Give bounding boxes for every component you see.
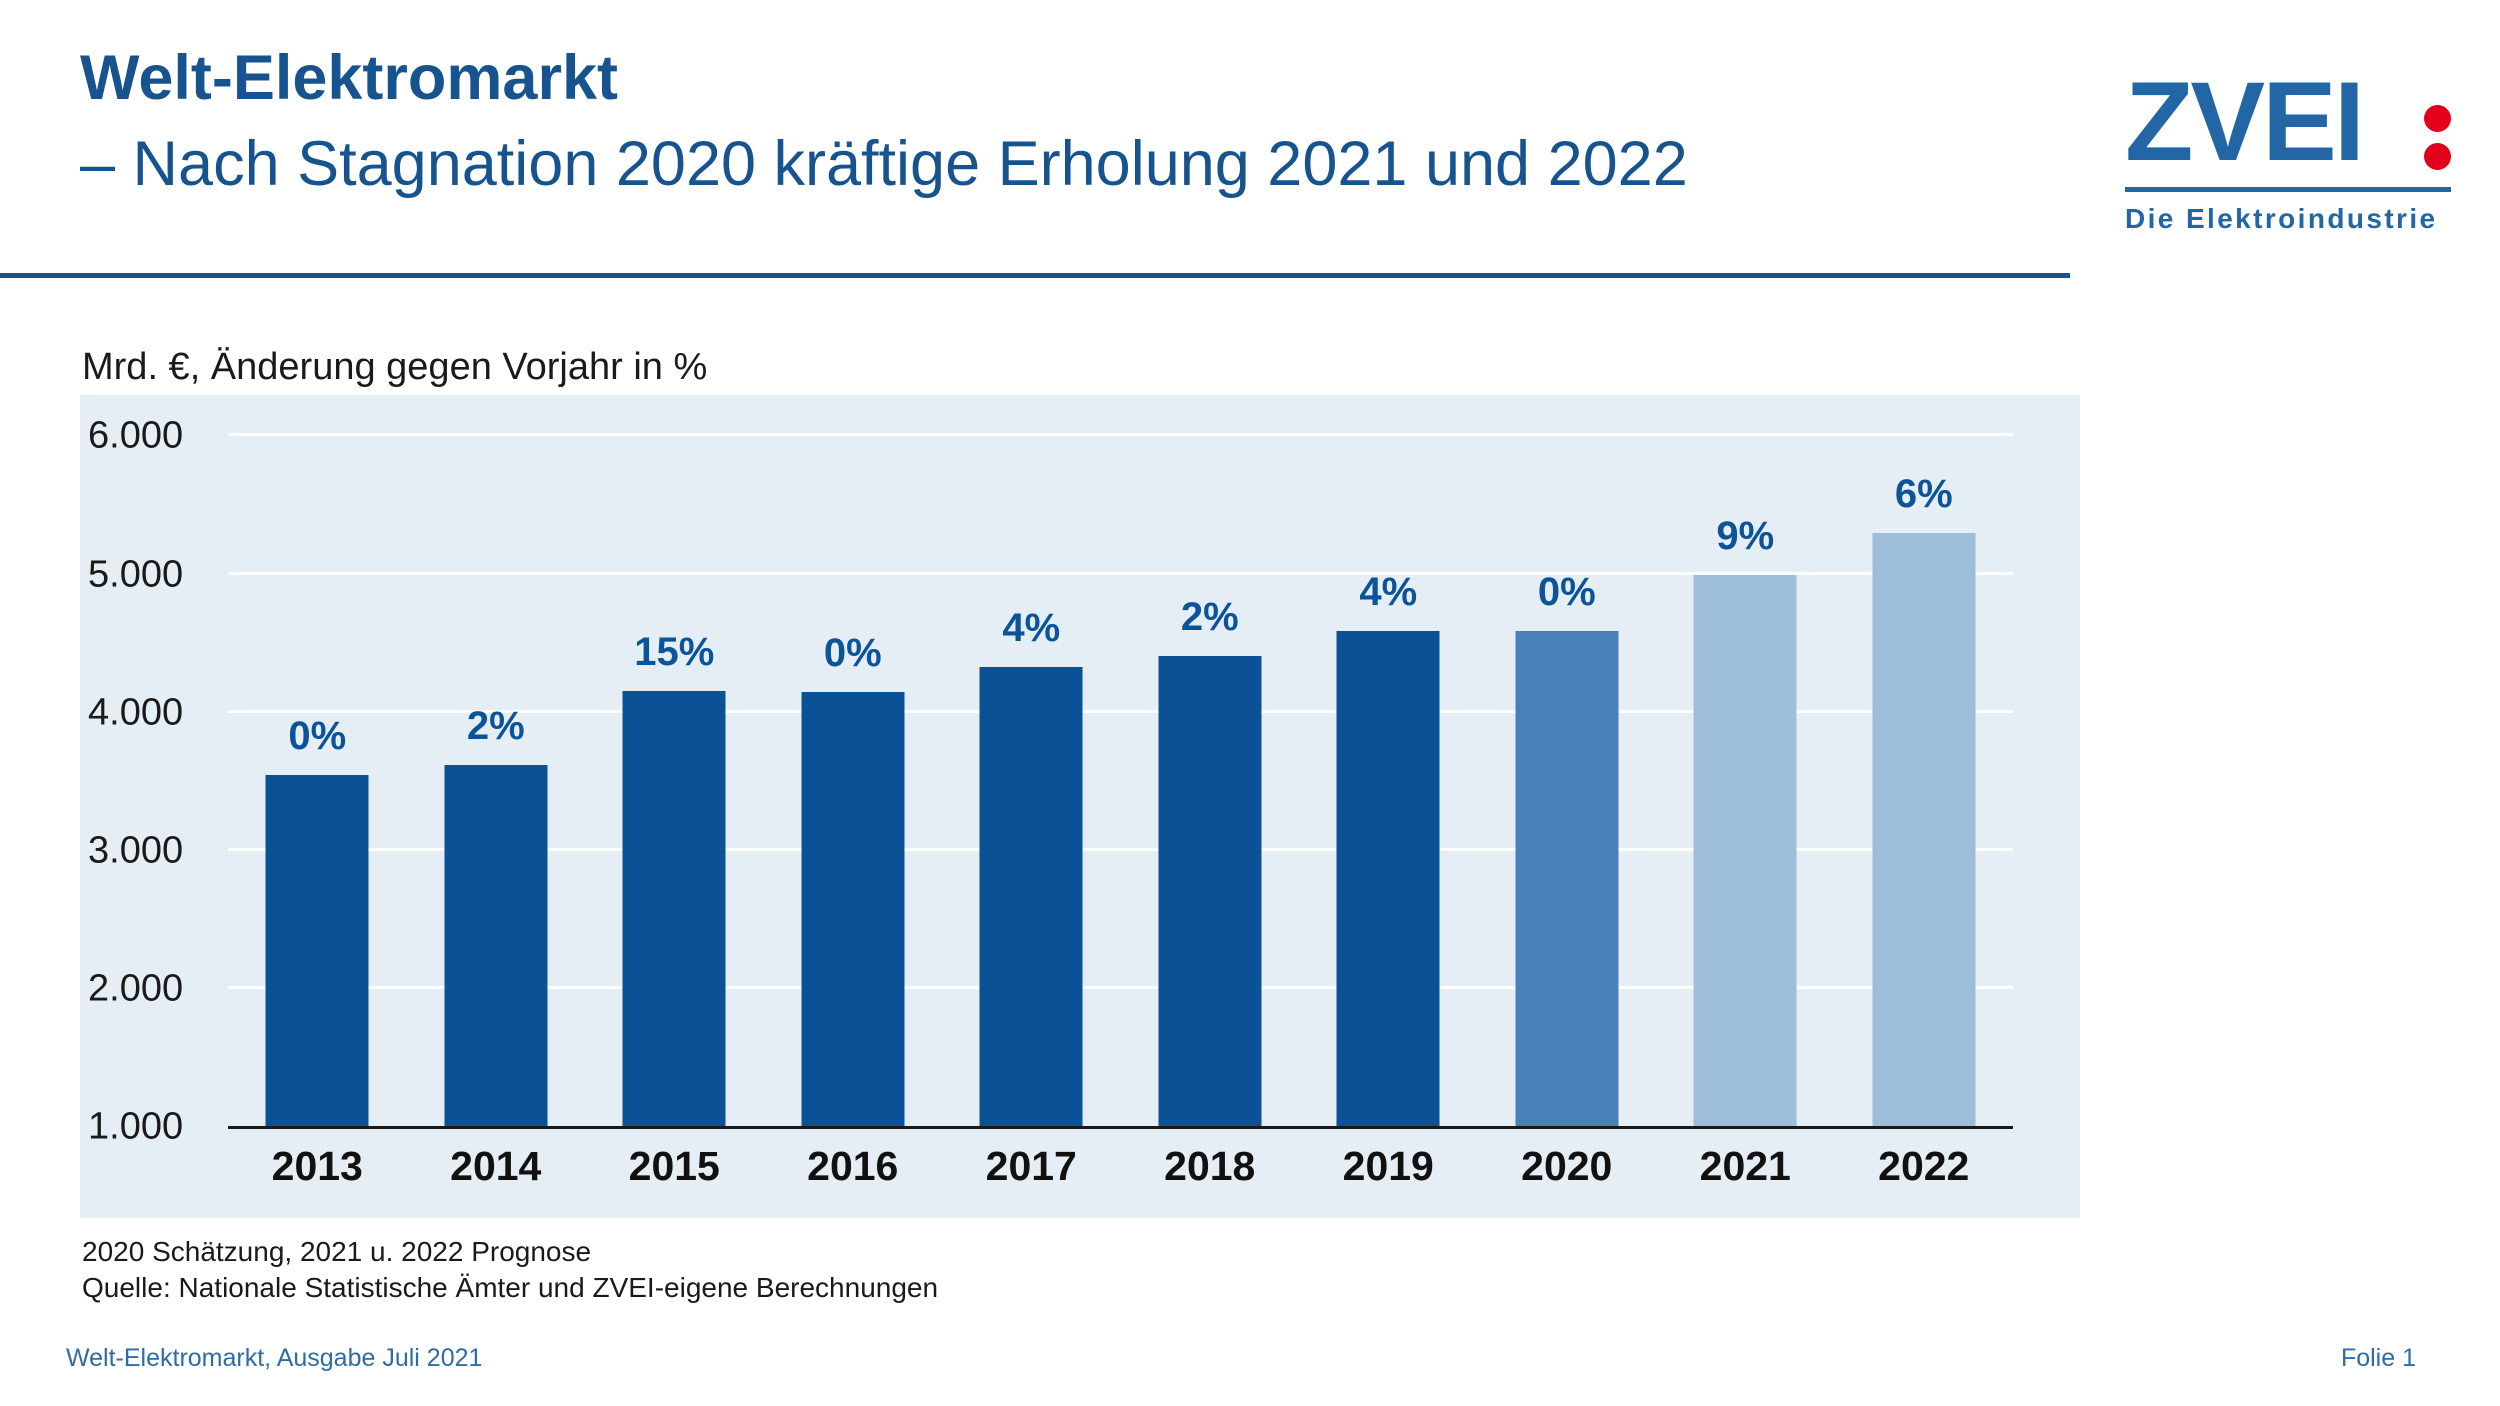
bar-slot-2019: 4% [1299, 395, 1478, 1127]
chart-plot-area: 0% 2% 15% 0% 4% 2% 4% 0% 9% 6% [228, 395, 2013, 1129]
bar-2021 [1693, 574, 1797, 1127]
x-axis-line [228, 1126, 2013, 1129]
bar-label-2017: 4% [1002, 606, 1061, 651]
x-tick-2018: 2018 [1164, 1143, 1256, 1189]
bar-2016 [801, 691, 905, 1127]
zvei-logo-rule [2125, 187, 2451, 192]
bar-2019 [1336, 631, 1440, 1127]
zvei-colon-icon [2424, 105, 2451, 178]
x-tick-2020: 2020 [1521, 1143, 1613, 1189]
gridline-4000 [228, 709, 2013, 713]
footnote-estimate: 2020 Schätzung, 2021 u. 2022 Prognose [82, 1236, 592, 1267]
y-tick-6.000: 6.000 [88, 414, 184, 457]
bar-label-2021: 9% [1716, 513, 1775, 558]
zvei-logo-row: ZVEI [2125, 66, 2451, 178]
bar-2015 [622, 690, 726, 1127]
bar-2018 [1158, 656, 1262, 1127]
bar-2013 [265, 774, 369, 1127]
bar-label-2019: 4% [1359, 570, 1418, 615]
bar-slot-2017: 4% [942, 395, 1121, 1127]
bar-slot-2016: 0% [764, 395, 943, 1127]
y-tick-2.000: 2.000 [88, 967, 184, 1010]
x-tick-2014: 2014 [450, 1143, 542, 1189]
bar-label-2016: 0% [823, 630, 882, 675]
x-tick-2017: 2017 [985, 1143, 1077, 1189]
zvei-logo: ZVEI Die Elektroindustrie [2125, 66, 2451, 235]
chart-axis-caption: Mrd. €, Änderung gegen Vorjahr in % [82, 346, 708, 388]
zvei-tagline: Die Elektroindustrie [2125, 203, 2438, 234]
footnote-source: Quelle: Nationale Statistische Ämter und… [82, 1271, 939, 1303]
bar-slot-2018: 2% [1121, 395, 1300, 1127]
bar-slot-2014: 2% [407, 395, 586, 1127]
footnotes: 2020 Schätzung, 2021 u. 2022 Prognose Qu… [82, 1234, 938, 1306]
header-divider [0, 273, 2070, 278]
bar-label-2013: 0% [288, 713, 347, 758]
bar-slot-2021: 9% [1656, 395, 1835, 1127]
title-block: Welt-Elektromarkt – Nach Stagnation 2020… [80, 42, 1688, 201]
bar-2020 [1515, 631, 1619, 1127]
zvei-wordmark: ZVEI [2125, 59, 2365, 184]
bar-2022 [1872, 533, 1976, 1127]
bar-slot-2013: 0% [228, 395, 407, 1127]
page-title: Welt-Elektromarkt [80, 43, 618, 113]
x-axis-labels: 2013 2014 2015 2016 2017 2018 2019 2020 2021 2022 [228, 1143, 2013, 1190]
y-tick-3.000: 3.000 [88, 829, 184, 872]
bar-label-2015: 15% [634, 629, 715, 674]
bar-label-2018: 2% [1180, 595, 1239, 640]
x-tick-2015: 2015 [628, 1143, 720, 1189]
zvei-colon-dot-top [2424, 105, 2451, 132]
page-subtitle: – Nach Stagnation 2020 kräftige Erholung… [80, 129, 1688, 200]
bars-container: 0% 2% 15% 0% 4% 2% 4% 0% 9% 6% [228, 395, 2013, 1127]
x-tick-2021: 2021 [1699, 1143, 1791, 1189]
bar-2014 [444, 765, 548, 1127]
y-tick-4.000: 4.000 [88, 691, 184, 734]
bar-2017 [979, 667, 1083, 1127]
gridline-2000 [228, 985, 2013, 989]
footer-document-title: Welt-Elektromarkt, Ausgabe Juli 2021 [66, 1344, 483, 1372]
x-tick-2022: 2022 [1878, 1143, 1970, 1189]
x-tick-2016: 2016 [807, 1143, 899, 1189]
footer-page-number: Folie 1 [2340, 1344, 2416, 1372]
gridline-6000 [228, 433, 2013, 437]
bar-slot-2022: 6% [1835, 395, 2014, 1127]
bar-label-2020: 0% [1537, 570, 1596, 615]
x-tick-2013: 2013 [271, 1143, 363, 1189]
gridline-5000 [228, 571, 2013, 575]
zvei-colon-dot-bottom [2424, 143, 2451, 170]
bar-slot-2020: 0% [1478, 395, 1657, 1127]
y-tick-1.000: 1.000 [88, 1105, 184, 1148]
bar-label-2022: 6% [1894, 472, 1953, 517]
bar-label-2014: 2% [466, 704, 525, 749]
x-tick-2019: 2019 [1342, 1143, 1434, 1189]
bar-slot-2015: 15% [585, 395, 764, 1127]
bar-chart: 0% 2% 15% 0% 4% 2% 4% 0% 9% 6% 6.000 5.000 4.000 3.0… [80, 395, 2080, 1218]
gridline-3000 [228, 847, 2013, 851]
y-tick-5.000: 5.000 [88, 553, 184, 596]
